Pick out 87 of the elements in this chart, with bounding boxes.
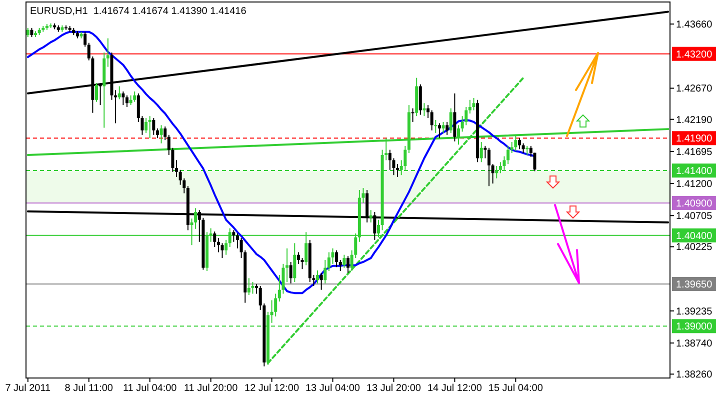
candlestick: [446, 121, 449, 136]
ref-line-label: 1.40900: [676, 198, 713, 210]
y-tick-label: 1.40225: [676, 242, 713, 254]
ref-line-label: 1.43200: [676, 49, 713, 60]
candlestick: [342, 254, 346, 268]
x-tick-label: 12 Jul 12:00: [244, 383, 300, 394]
candlestick: [430, 110, 434, 131]
candlestick: [518, 138, 521, 150]
candlestick: [418, 84, 422, 116]
candlestick: [30, 27, 34, 38]
x-tick-label: 13 Jul 04:00: [306, 383, 360, 394]
candlestick: [148, 116, 152, 139]
candlestick: [480, 142, 483, 163]
candlestick: [213, 230, 216, 248]
y-tick-label: 1.42670: [676, 84, 713, 95]
candlestick: [484, 145, 487, 159]
candlestick: [255, 284, 258, 294]
y-tick-label: 1.43660: [676, 20, 713, 31]
candlestick: [449, 108, 452, 134]
candlestick: [324, 260, 327, 284]
candlestick: [411, 108, 414, 122]
y-tick-label: 1.41200: [676, 179, 713, 190]
candlestick: [286, 248, 289, 283]
candlestick: [331, 248, 334, 264]
x-tick-label: 8 Jul 11:00: [64, 383, 114, 394]
candlestick: [129, 94, 132, 106]
y-tick-label: 1.40705: [676, 211, 713, 222]
x-tick-label: 11 Jul 20:00: [184, 383, 238, 394]
chart-title: EURUSD,H1 1.41674 1.41674 1.41390 1.41416: [30, 6, 247, 17]
candlestick: [247, 278, 250, 296]
candlestick: [369, 210, 372, 223]
candlestick: [118, 86, 121, 100]
candlestick: [491, 164, 494, 184]
candlestick: [468, 99, 472, 114]
x-tick-label: 11 Jul 04:00: [122, 383, 178, 394]
candlestick: [327, 252, 330, 272]
candlestick: [506, 145, 510, 165]
candlestick: [175, 160, 178, 178]
candlestick: [487, 147, 490, 187]
candlestick: [422, 102, 426, 117]
candlestick: [296, 252, 300, 264]
candlestick: [122, 90, 125, 106]
candlestick: [152, 118, 156, 136]
x-tick-label: 7 Jul 2011: [5, 383, 52, 394]
x-tick-label: 14 Jul 12:00: [427, 383, 482, 394]
candlestick: [236, 232, 239, 249]
candlestick: [434, 119, 438, 134]
ref-line-label: 1.39650: [676, 280, 713, 290]
line-series: [26, 30, 536, 294]
candlestick: [289, 261, 292, 284]
y-tick-label: 1.38260: [676, 370, 713, 381]
x-tick-label: 15 Jul 04:00: [488, 383, 544, 394]
candlestick: [224, 239, 228, 256]
y-tick-label: 1.42190: [676, 114, 713, 126]
candlestick: [338, 260, 342, 272]
candlestick: [144, 118, 148, 134]
candlestick: [26, 27, 30, 38]
candlestick: [300, 258, 304, 270]
candlestick: [438, 122, 441, 139]
candlestick: [316, 270, 320, 284]
candlestick: [106, 38, 110, 68]
candlestick: [133, 90, 136, 102]
candlestick: [346, 256, 350, 274]
candlestick: [293, 242, 296, 283]
candlestick: [156, 128, 159, 139]
candlestick: [125, 94, 128, 108]
y-tick-label: 1.41695: [676, 146, 713, 158]
candlestick: [94, 82, 98, 102]
candlestick: [335, 250, 338, 268]
y-tick-label: 1.39235: [676, 306, 713, 318]
candlestick: [320, 272, 323, 290]
candlestick: [251, 282, 254, 294]
candlestick: [160, 124, 163, 144]
ref-line-label: 1.39000: [676, 322, 713, 333]
candlestick: [514, 134, 518, 152]
y-tick-label: 1.38740: [676, 338, 713, 350]
candlestick: [442, 121, 445, 134]
candlestick: [396, 164, 400, 178]
x-tick-label: 13 Jul 20:00: [366, 383, 422, 394]
candlestick: [232, 230, 236, 242]
candlestick: [164, 126, 167, 141]
candlestick: [472, 97, 476, 111]
ref-line-label: 1.41900: [676, 134, 713, 145]
candlestick: [84, 31, 87, 48]
ref-line-label: 1.40400: [676, 230, 713, 242]
candlestick: [114, 90, 118, 124]
ref-line-label: 1.41400: [676, 166, 713, 178]
